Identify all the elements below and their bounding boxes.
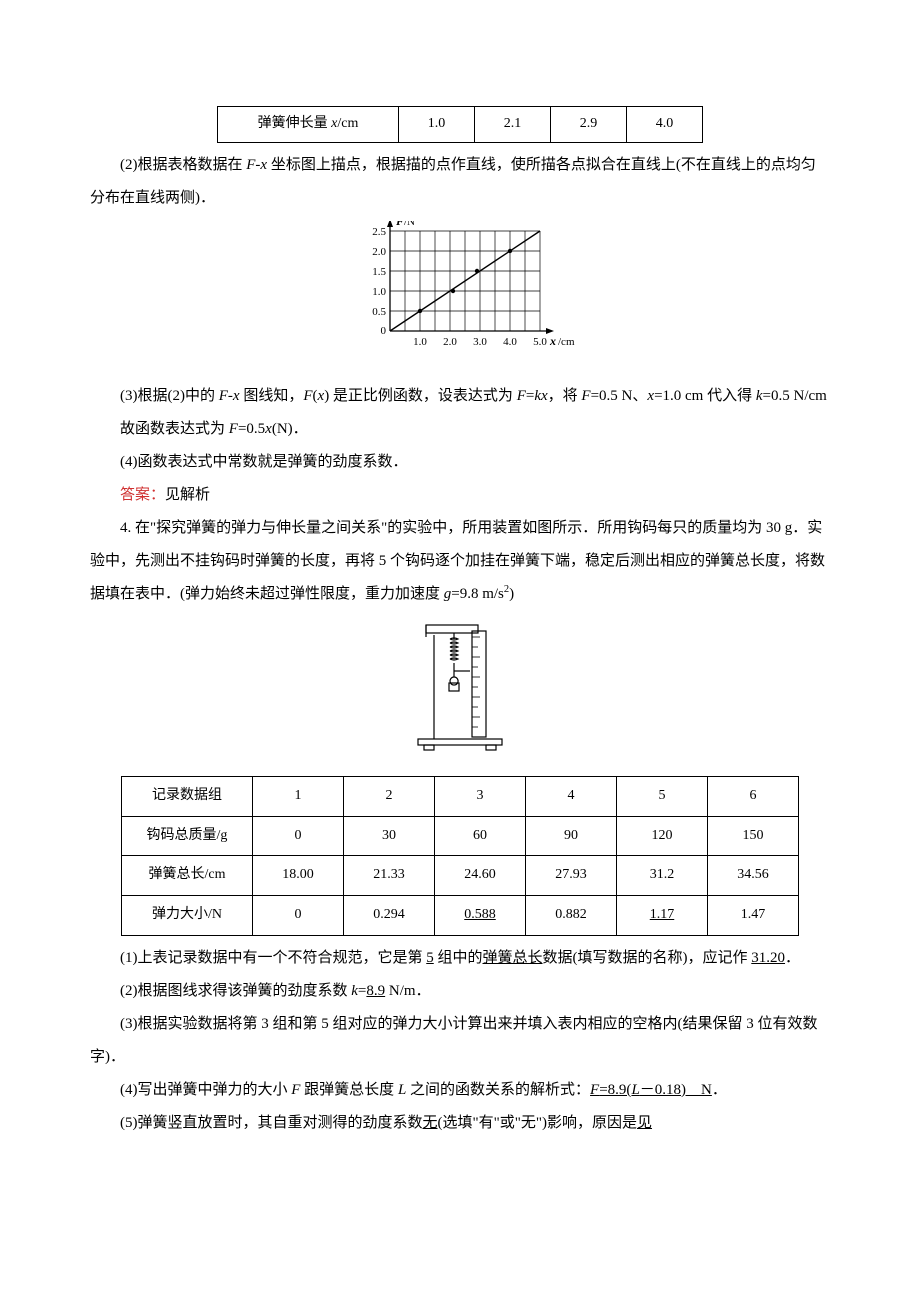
row-label: 弹簧总长/cm (122, 856, 253, 896)
q4-3: (3)根据实验数据将第 3 组和第 5 组对应的弹力大小计算出来并填入表内相应的… (90, 1008, 830, 1074)
fx-chart: 0 0.5 1.0 1.5 2.0 2.5 1.0 2.0 3.0 4.0 5.… (90, 221, 830, 374)
data-cell: 34.56 (708, 856, 799, 896)
data-cell: 0.882 (526, 896, 617, 936)
q4-4: (4)写出弹簧中弹力的大小 F 跟弹簧总长度 L 之间的函数关系的解析式：F=8… (90, 1074, 830, 1107)
data-cell: 6 (708, 776, 799, 816)
ans-no: 无 (423, 1115, 438, 1131)
svg-text:/cm: /cm (558, 336, 575, 348)
data-cell: 3 (435, 776, 526, 816)
svg-text:5.0: 5.0 (533, 336, 547, 348)
row-label: 记录数据组 (122, 776, 253, 816)
data-cell: 2 (344, 776, 435, 816)
svg-text:2.0: 2.0 (443, 336, 457, 348)
ans-31-20: 31.20 (751, 950, 785, 966)
ans-group-5: 5 (426, 950, 434, 966)
q4-intro: 4. 在"探究弹簧的弹力与伸长量之间关系"的实验中，所用装置如图所示．所用钩码每… (90, 512, 830, 611)
svg-text:2.5: 2.5 (372, 226, 386, 238)
data-cell: 18.00 (253, 856, 344, 896)
para-3a: (3)根据(2)中的 F-x 图线知，F(x) 是正比例函数，设表达式为 F=k… (90, 380, 830, 413)
answer-text: 见解析 (165, 487, 210, 503)
data-cell: 90 (526, 816, 617, 856)
data-table: 记录数据组123456 钩码总质量/g0306090120150 弹簧总长/cm18… (121, 776, 799, 936)
data-cell: 4 (526, 776, 617, 816)
data-cell: 0.294 (344, 896, 435, 936)
para-2: (2)根据表格数据在 F-x 坐标图上描点，根据描的点作直线，使所描各点拟合在直… (90, 149, 830, 215)
svg-text:2.0: 2.0 (372, 246, 386, 258)
apparatus-svg (400, 617, 520, 757)
svg-text:/N: /N (404, 221, 415, 228)
ans-func: F=8.9(L－0.18) N (590, 1082, 712, 1098)
svg-text:1.5: 1.5 (372, 266, 386, 278)
data-cell: 0 (253, 816, 344, 856)
svg-text:3.0: 3.0 (473, 336, 487, 348)
data-cell: 5 (617, 776, 708, 816)
para-4: (4)函数表达式中常数就是弹簧的劲度系数． (90, 446, 830, 479)
answer-label: 答案： (120, 487, 165, 503)
row-label: 弹力大小/N (122, 896, 253, 936)
ext-header: 弹簧伸长量 x/cm (218, 107, 399, 143)
data-table-wrap: 记录数据组123456 钩码总质量/g0306090120150 弹簧总长/cm18… (90, 776, 830, 936)
data-cell: 1 (253, 776, 344, 816)
data-cell: 21.33 (344, 856, 435, 896)
q4-1: (1)上表记录数据中有一个不符合规范，它是第 5 组中的弹簧总长数据(填写数据的… (90, 942, 830, 975)
ext-cell-1: 1.0 (399, 107, 475, 143)
row-label: 钩码总质量/g (122, 816, 253, 856)
q4-2: (2)根据图线求得该弹簧的劲度系数 k=8.9 N/m． (90, 975, 830, 1008)
svg-text:4.0: 4.0 (503, 336, 517, 348)
data-cell: 120 (617, 816, 708, 856)
data-cell: 30 (344, 816, 435, 856)
answer-line: 答案：见解析 (90, 479, 830, 512)
ext-cell-2: 2.1 (475, 107, 551, 143)
svg-text:F: F (395, 221, 404, 228)
svg-text:0.5: 0.5 (372, 306, 386, 318)
apparatus-figure (90, 617, 830, 770)
ext-cell-4: 4.0 (627, 107, 703, 143)
data-cell: 1.47 (708, 896, 799, 936)
data-cell: 31.2 (617, 856, 708, 896)
data-cell: 24.60 (435, 856, 526, 896)
data-cell: 1.17 (617, 896, 708, 936)
data-cell: 0.588 (435, 896, 526, 936)
extension-table: 弹簧伸长量 x/cm 1.0 2.1 2.9 4.0 (217, 106, 703, 143)
ext-cell-3: 2.9 (551, 107, 627, 143)
ans-spring-length: 弹簧总长 (483, 950, 543, 966)
data-cell: 60 (435, 816, 526, 856)
extension-table-wrap: 弹簧伸长量 x/cm 1.0 2.1 2.9 4.0 (90, 106, 830, 143)
chart-svg: 0 0.5 1.0 1.5 2.0 2.5 1.0 2.0 3.0 4.0 5.… (345, 221, 575, 361)
para-3b: 故函数表达式为 F=0.5x(N)． (90, 413, 830, 446)
data-cell: 0 (253, 896, 344, 936)
svg-text:0: 0 (381, 325, 387, 337)
svg-text:x: x (549, 334, 556, 348)
ans-reason: 见 (637, 1115, 652, 1131)
data-cell: 150 (708, 816, 799, 856)
ans-k: 8.9 (366, 983, 385, 999)
data-cell: 27.93 (526, 856, 617, 896)
svg-text:1.0: 1.0 (413, 336, 427, 348)
q4-5: (5)弹簧竖直放置时，其自重对测得的劲度系数无(选填"有"或"无")影响，原因是… (90, 1107, 830, 1140)
svg-text:1.0: 1.0 (372, 286, 386, 298)
